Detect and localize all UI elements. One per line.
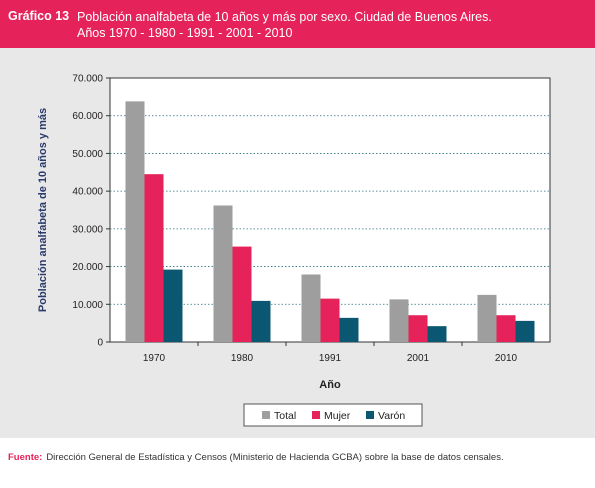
source-note: Fuente: Dirección General de Estadística … — [8, 452, 588, 463]
legend-label-mujer: Mujer — [324, 410, 351, 422]
bar-chart: 0 10.000 20.000 30.000 40.000 50.000 60.000 70.… — [37, 74, 551, 427]
figure-number: Gráfico 13 — [8, 9, 70, 23]
plot-area — [109, 77, 551, 343]
chart-title-line-1: Población analfabeta de 10 años y más po… — [77, 10, 492, 24]
bar-var-n-1991 — [339, 317, 359, 342]
legend-swatch-total — [262, 411, 270, 419]
x-tick-label: 2010 — [495, 353, 518, 364]
x-tick-label: 2001 — [407, 353, 430, 364]
legend-swatch-mujer — [312, 411, 320, 419]
y-axis-title: Población analfabeta de 10 años y más — [37, 108, 49, 312]
bar-total-2010 — [477, 294, 497, 342]
bar-total-1970 — [125, 101, 145, 342]
legend — [243, 403, 423, 427]
bar-var-n-1970 — [163, 269, 183, 342]
y-tick-label: 10.000 — [72, 300, 103, 311]
chart-header: Gráfico 13 Población analfabeta de 10 añ… — [0, 0, 595, 48]
y-tick-label: 20.000 — [72, 262, 103, 273]
bar-var-n-2010 — [515, 320, 535, 342]
source-text: Dirección General de Estadística y Censo… — [46, 452, 504, 463]
chart-title-line-2: Años 1970 - 1980 - 1991 - 2001 - 2010 — [77, 26, 293, 40]
legend-label-var-n: Varón — [378, 410, 405, 422]
y-tick-label: 50.000 — [72, 149, 103, 160]
bar-var-n-2001 — [427, 326, 447, 342]
y-tick-label: 0 — [97, 338, 103, 349]
bar-mujer-2001 — [408, 315, 428, 342]
x-axis-title: Año — [319, 379, 341, 391]
bar-mujer-1991 — [320, 298, 340, 342]
source-label: Fuente: — [8, 452, 43, 463]
x-tick-label: 1980 — [231, 353, 254, 364]
bar-total-2001 — [389, 299, 409, 342]
y-tick-label: 30.000 — [72, 224, 103, 235]
bar-var-n-1980 — [251, 300, 271, 342]
y-tick-label: 40.000 — [72, 187, 103, 198]
bar-mujer-2010 — [496, 315, 516, 342]
bar-mujer-1980 — [232, 246, 252, 342]
bar-mujer-1970 — [144, 174, 164, 342]
y-tick-label: 70.000 — [72, 74, 103, 85]
x-tick-label: 1970 — [143, 353, 166, 364]
legend-swatch-var-n — [366, 411, 374, 419]
bar-total-1980 — [213, 205, 233, 342]
legend-label-total: Total — [274, 410, 296, 422]
x-tick-label: 1991 — [319, 353, 342, 364]
chart-title: Población analfabeta de 10 años y más po… — [77, 9, 587, 41]
y-tick-label: 60.000 — [72, 111, 103, 122]
bar-total-1991 — [301, 274, 321, 342]
